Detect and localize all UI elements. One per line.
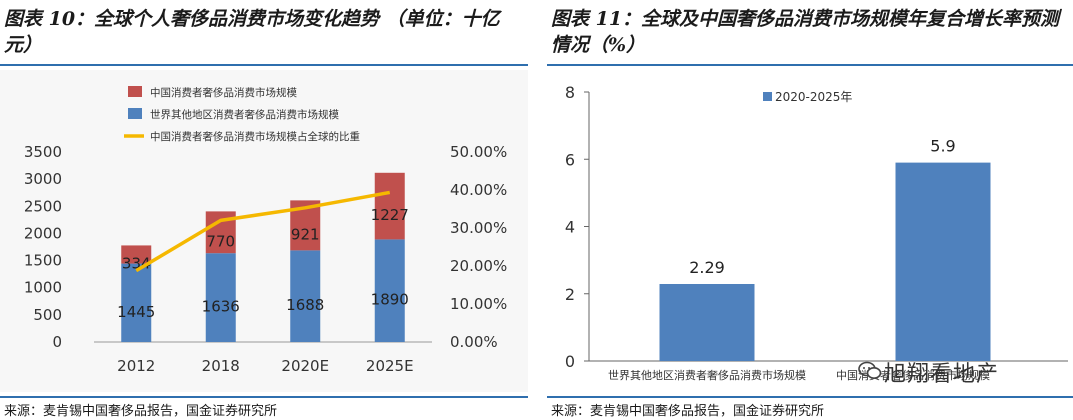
x-tick-label: 世界其他地区消费者奢侈品消费市场规模 [608,368,806,382]
y2-tick-label: 30.00% [450,219,507,237]
legend-swatch-china [128,86,142,97]
y2-tick-label: 0.00% [450,333,498,351]
x-tick-label: 2018 [202,357,240,375]
right-top-rule [547,64,1073,66]
bar [895,162,991,361]
left-plot-background [0,70,528,392]
y-tick-label: 8 [565,83,575,102]
legend-label-china: 中国消费者奢侈品消费市场规模 [150,86,297,99]
legend-label-share: 中国消费者奢侈品消费市场规模占全球的比重 [150,130,360,143]
x-tick-label: 2012 [117,357,155,375]
data-label: 5.9 [930,137,955,156]
right-source-note: 来源：麦肯锡中国奢侈品报告，国金证券研究所 [551,404,825,419]
bar-segment-rest-of-world [374,239,405,342]
line-china-share [135,190,391,273]
legend-swatch [763,92,772,101]
right-bottom-rule [547,396,1073,398]
y-tick-label: 1000 [24,279,62,297]
y-tick-label: 2 [565,285,575,304]
bar-segment-rest-of-world [121,263,152,342]
legend-swatch-rest-of-world [128,108,142,119]
y-tick-label: 3000 [24,170,62,188]
bar-segment-rest-of-world [290,250,321,342]
bar-segment-rest-of-world [205,253,236,342]
left-bottom-rule [0,396,528,398]
bar-segment-china [121,245,152,264]
left-figure-title: 图表 10：全球个人奢侈品消费市场变化趋势 （单位：十亿元） [4,8,500,56]
data-label-rest-of-world: 1636 [202,298,240,316]
data-label-china: 1227 [371,206,409,224]
left-top-rule [0,64,528,66]
y-tick-label: 500 [33,306,62,324]
data-label-rest-of-world: 1890 [371,291,409,309]
watermark-text: 旭翔看地产 [884,362,1000,387]
data-label-china: 770 [206,232,235,250]
legend-label: 2020-2025年 [775,90,852,104]
data-label-rest-of-world: 1445 [117,303,155,321]
y2-tick-label: 10.00% [450,295,507,313]
y-tick-label: 4 [565,218,575,237]
y-tick-label: 6 [565,150,575,169]
x-tick-label: 2020E [281,357,329,375]
bar-segment-china [374,172,405,240]
bar [659,283,755,361]
y-tick-label: 0 [52,333,62,351]
right-figure-title: 图表 11：全球及中国奢侈品消费市场规模年复合增长率预测情况（%） [551,8,1060,56]
left-chart: 0 500 1000 1500 2000 2500 3000 3500 0.00% 10.00% 2… [24,86,507,375]
legend-label-rest-of-world: 世界其他地区消费者奢侈品消费市场规模 [150,108,339,121]
data-label: 2.29 [689,258,725,277]
y-tick-label: 1500 [24,252,62,270]
data-label-rest-of-world: 1688 [286,296,324,314]
y-tick-label: 0 [565,352,575,371]
y-tick-label: 3500 [24,143,62,161]
y2-tick-label: 20.00% [450,257,507,275]
left-source-note: 来源：麦肯锡中国奢侈品报告，国金证券研究所 [4,404,278,419]
x-tick-label: 2025E [366,357,414,375]
y2-tick-label: 50.00% [450,143,507,161]
y2-tick-label: 40.00% [450,181,507,199]
wechat-icon [858,361,882,379]
y-tick-label: 2000 [24,224,62,242]
left-figure: 图表 10：全球个人奢侈品消费市场变化趋势 （单位：十亿元） 0 500 1000 1… [0,0,528,420]
right-figure: 图表 11：全球及中国奢侈品消费市场规模年复合增长率预测情况（%） 0 2 4 6 8 2… [547,0,1073,420]
data-label-china: 921 [291,225,320,243]
y-tick-label: 2500 [24,197,62,215]
